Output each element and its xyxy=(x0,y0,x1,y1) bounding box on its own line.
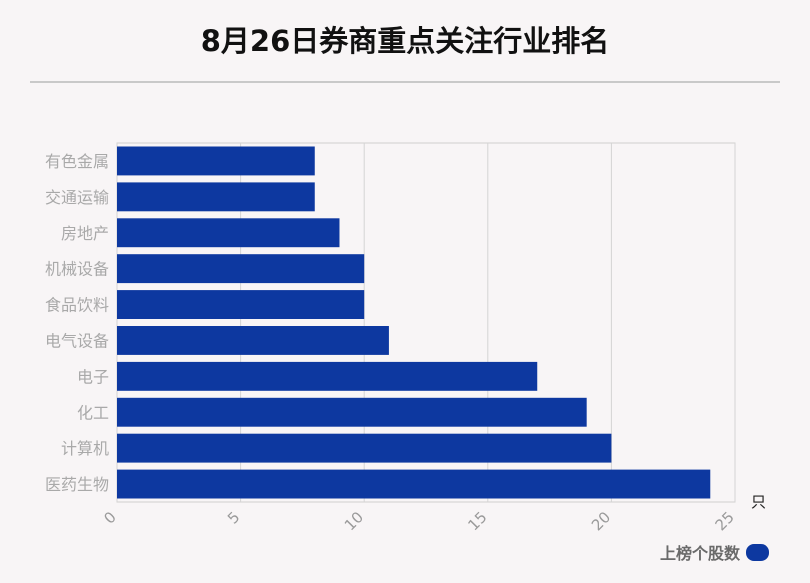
x-tick-label: 10 xyxy=(341,508,367,534)
category-label: 交通运输 xyxy=(45,188,109,207)
category-label: 电气设备 xyxy=(45,331,109,350)
category-label: 食品饮料 xyxy=(45,296,109,315)
x-tick-label: 15 xyxy=(464,508,490,534)
x-tick-label: 5 xyxy=(224,508,243,527)
bar xyxy=(117,361,538,391)
x-tick-label: 0 xyxy=(100,508,119,527)
bar xyxy=(117,469,711,499)
title-divider xyxy=(30,81,780,83)
bar xyxy=(117,397,587,427)
legend[interactable]: 上榜个股数 xyxy=(660,540,769,564)
x-tick-label: 25 xyxy=(712,508,738,534)
x-unit-label: 只 xyxy=(751,493,766,511)
x-tick-label: 20 xyxy=(588,508,614,534)
legend-label: 上榜个股数 xyxy=(659,544,740,563)
bar xyxy=(117,433,612,463)
category-label: 有色金属 xyxy=(45,152,109,171)
bar xyxy=(117,146,315,176)
legend-swatch xyxy=(746,543,769,561)
category-label: 机械设备 xyxy=(45,260,109,279)
category-label: 电子 xyxy=(77,367,109,386)
bar xyxy=(117,254,365,284)
chart-title: 8月26日券商重点关注行业排名 xyxy=(200,24,610,58)
category-label: 房地产 xyxy=(61,224,109,243)
bar xyxy=(117,290,365,319)
bar xyxy=(117,218,340,248)
category-label: 计算机 xyxy=(61,439,109,458)
bar xyxy=(117,326,389,355)
bar xyxy=(117,182,315,212)
category-label: 医药生物 xyxy=(45,475,109,494)
category-label: 化工 xyxy=(77,403,109,422)
